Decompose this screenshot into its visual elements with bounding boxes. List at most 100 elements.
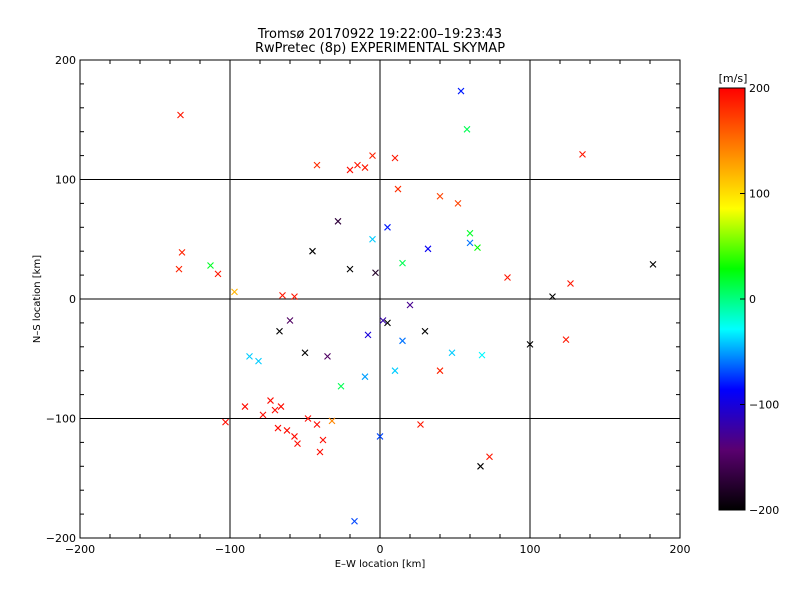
data-point-x [384,223,391,231]
data-point-x [477,462,484,470]
data-point-x [291,433,298,440]
data-point-x [454,200,462,207]
data-point-x [474,244,481,252]
data-point-x [178,249,186,256]
x-tick-label: 100 [520,543,541,556]
chart-title: Tromsø 20170922 19:22:00–19:23:43 [257,27,502,42]
data-point-x [214,270,222,278]
x-axis-label: E–W location [km] [335,559,426,570]
data-point-x [319,436,327,444]
data-point-x [301,349,309,357]
data-point-x [346,265,354,273]
data-point-x [337,382,345,390]
data-point-x [294,440,301,447]
colorbar-tick-label: 0 [749,293,756,306]
x-tick-label: −100 [215,543,245,556]
y-tick-label: −200 [46,532,76,545]
data-point-x [466,229,474,237]
data-point-x [361,373,369,381]
data-point-x [567,280,574,287]
data-point-x [279,292,286,299]
y-axis-label: N–S location [km] [32,255,43,343]
colorbar-label: [m/s] [719,72,748,85]
gridlines [80,60,680,538]
colorbar-tick-label: 200 [749,82,770,95]
data-point-x [283,427,291,434]
data-point-x [291,293,298,300]
data-point-x [436,367,444,375]
data-point-x [222,418,229,426]
x-tick-labels: −200 −100 0 100 200 [65,543,691,556]
data-point-x [384,319,391,327]
colorbar-tick-label: −200 [749,504,779,517]
data-point-x [246,352,253,360]
data-point-x [562,336,570,344]
data-point-x [309,247,316,255]
data-point-x [351,517,358,525]
data-point-x [391,154,399,162]
data-point-x [391,367,399,375]
data-point-x [231,288,238,296]
data-point-x [259,411,267,419]
colorbar-ticks: −200 −100 0 100 200 [740,82,779,517]
data-point-x [399,259,406,267]
data-point-x [436,192,444,200]
data-point-x [579,151,586,158]
data-point-x [549,293,556,300]
y-tick-label: 100 [55,174,76,187]
data-point-x [271,406,279,414]
data-point-x [424,245,432,253]
data-point-x [316,448,324,456]
data-point-x [417,421,424,428]
data-point-x [486,453,493,461]
data-point-x [649,260,657,268]
data-point-x [346,166,354,174]
data-points [175,87,657,525]
data-point-x [255,357,262,365]
data-point-x [463,125,471,133]
colorbar: [m/s] −200 −100 0 100 200 [718,72,779,517]
data-point-x [466,239,474,247]
data-point-x [277,403,285,410]
data-point-x [421,327,429,335]
data-point-x [274,424,282,432]
data-point-x [457,87,465,95]
data-point-x [175,265,183,273]
data-point-x [267,397,274,404]
data-point-x [361,164,369,171]
data-point-x [334,217,342,225]
data-point-x [177,111,184,119]
data-point-x [328,417,336,425]
x-tick-label: 200 [670,543,691,556]
data-point-x [372,269,379,277]
y-tick-labels: −200 −100 0 100 200 [46,54,76,545]
data-point-x [379,317,387,324]
data-point-x [313,421,321,428]
data-point-x [313,161,321,169]
data-point-x [448,349,456,357]
data-point-x [399,337,406,345]
data-point-x [354,161,361,169]
data-point-x [304,415,312,422]
data-point-x [369,152,376,159]
data-point-x [376,433,384,440]
data-point-x [526,341,534,348]
data-point-x [369,235,376,243]
data-point-x [406,301,414,309]
colorbar-tick-label: 100 [749,188,770,201]
data-point-x [364,331,372,339]
y-tick-label: 0 [69,293,76,306]
x-tick-label: −200 [65,543,95,556]
data-point-x [276,327,283,335]
chart-subtitle: RwPretec (8p) EXPERIMENTAL SKYMAP [255,41,505,56]
y-tick-label: −100 [46,413,76,426]
x-tick-label: 0 [377,543,384,556]
y-tick-label: 200 [55,54,76,67]
data-point-x [241,403,249,410]
data-point-x [394,185,402,193]
data-point-x [478,351,486,359]
axis-ticks [79,59,681,539]
data-point-x [286,317,294,324]
